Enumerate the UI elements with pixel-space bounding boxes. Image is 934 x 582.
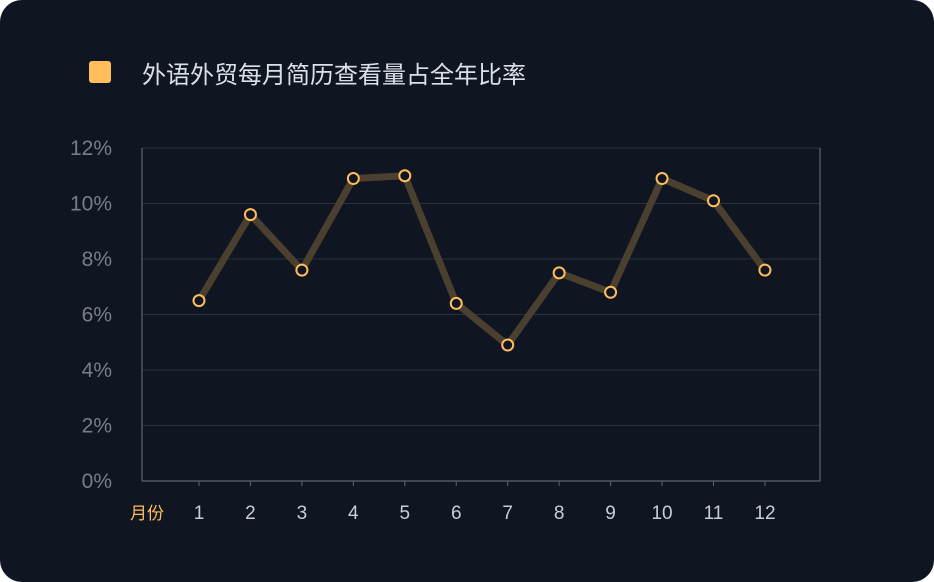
- legend-swatch: [89, 61, 111, 83]
- y-tick-label: 8%: [82, 248, 112, 271]
- x-tick-label: 7: [502, 503, 513, 524]
- data-point: [501, 338, 515, 352]
- x-tick-label: 5: [400, 503, 411, 524]
- x-tick-label: 1: [194, 503, 205, 524]
- x-tick-label: 2: [245, 503, 256, 524]
- y-tick-label: 0%: [82, 470, 112, 493]
- data-point: [758, 263, 772, 277]
- legend-label: 外语外贸每月简历查看量占全年比率: [142, 61, 526, 89]
- x-tick-label: 9: [605, 503, 616, 524]
- x-tick-label: 12: [754, 503, 775, 524]
- x-tick-label: 4: [348, 503, 359, 524]
- data-point: [655, 172, 669, 186]
- x-tick-label: 3: [297, 503, 308, 524]
- data-point: [192, 294, 206, 308]
- data-point: [449, 296, 463, 310]
- data-point: [552, 266, 566, 280]
- y-tick-label: 4%: [82, 359, 112, 382]
- x-tick-label: 10: [651, 503, 672, 524]
- data-point: [295, 263, 309, 277]
- x-tick-label: 6: [451, 503, 462, 524]
- x-tick-label: 8: [554, 503, 565, 524]
- y-tick-label: 10%: [70, 193, 112, 216]
- y-tick-label: 2%: [82, 415, 112, 438]
- data-point: [398, 169, 412, 183]
- data-point: [707, 194, 720, 208]
- y-tick-label: 6%: [82, 304, 112, 327]
- x-tick-label: 11: [704, 503, 724, 524]
- y-tick-label: 12%: [70, 137, 112, 160]
- series-line: [195, 172, 769, 349]
- data-point: [604, 285, 618, 299]
- x-axis-title: 月份: [130, 504, 164, 524]
- data-point: [243, 208, 257, 222]
- data-point: [346, 172, 360, 186]
